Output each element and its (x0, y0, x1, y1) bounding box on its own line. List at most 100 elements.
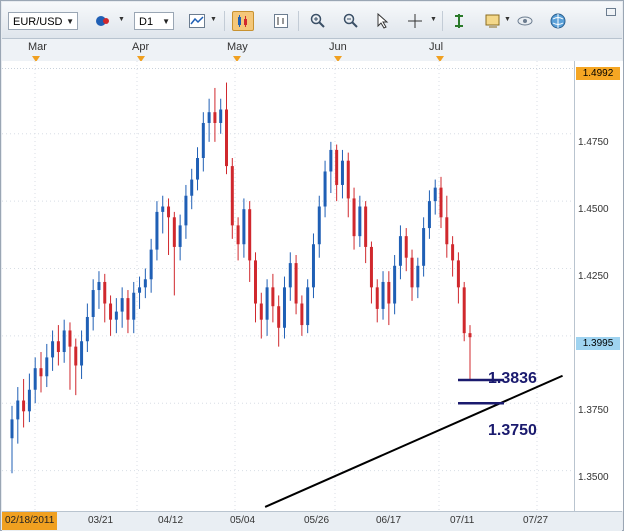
candle-body (277, 306, 281, 328)
candle-body (45, 357, 49, 377)
candle-body (225, 109, 229, 167)
candlestick-icon[interactable] (232, 11, 254, 31)
candle-body (416, 265, 420, 288)
month-label: Mar (28, 41, 47, 53)
candle-body (468, 333, 472, 338)
candle-body (439, 187, 443, 218)
toolbar-divider (442, 11, 443, 31)
candlestick-chart[interactable] (2, 61, 574, 511)
candle-body (369, 246, 373, 288)
symbol-select[interactable]: EUR/USD ▼ (8, 12, 78, 30)
view-icon[interactable] (514, 11, 536, 31)
candle-body (126, 298, 130, 320)
price-chart[interactable]: 1.3836 1.3750 (2, 61, 574, 511)
settings-icon[interactable] (92, 11, 114, 31)
timeframe-select[interactable]: D1 ▼ (134, 12, 174, 30)
candle-body (167, 206, 171, 218)
candle-body (184, 195, 188, 226)
candle-body (103, 281, 107, 304)
candle-body (138, 287, 142, 293)
candle-body (178, 225, 182, 247)
candle-body (329, 149, 333, 172)
candles (10, 82, 472, 474)
globe-icon[interactable] (547, 11, 569, 31)
chevron-down-icon[interactable]: ▼ (210, 16, 217, 23)
candle-body (236, 225, 240, 245)
candle-body (451, 244, 455, 261)
month-scale: Mar Apr May Jun Jul (2, 39, 622, 62)
candle-body (456, 260, 460, 288)
zoom-in-icon[interactable] (307, 11, 329, 31)
chevron-down-icon[interactable]: ▼ (430, 16, 437, 23)
candle-body (248, 209, 252, 261)
trendline (264, 374, 563, 508)
candle-body (340, 160, 344, 185)
date-label: 07/11 (450, 515, 475, 526)
date-label: 05/04 (230, 515, 256, 526)
candle-body (294, 263, 298, 304)
screenshot-icon[interactable] (482, 11, 504, 31)
price-label: 1.4500 (578, 204, 609, 215)
toolbar-divider (224, 11, 225, 31)
symbol-value: EUR/USD (13, 16, 63, 28)
candle-body (387, 281, 391, 304)
candle-body (207, 112, 211, 123)
candle-body (265, 287, 269, 320)
candle-body (56, 341, 60, 353)
date-axis[interactable]: 02/18/2011 03/21 04/12 05/04 05/26 06/17… (2, 511, 622, 531)
date-label: 05/26 (304, 515, 330, 526)
candle-body (190, 179, 194, 196)
chevron-down-icon[interactable]: ▼ (504, 16, 511, 23)
level-label-lower: 1.3750 (488, 422, 537, 439)
price-label: 1.3500 (578, 472, 609, 483)
bar-chart-icon[interactable] (270, 11, 292, 31)
price-axis[interactable]: 1.4992 1.4750 1.4500 1.4250 1.3995 1.375… (574, 61, 623, 511)
candle-body (27, 389, 31, 412)
chart-grid (2, 61, 574, 511)
crosshair-icon[interactable] (404, 11, 426, 31)
candle-body (91, 290, 95, 317)
candle-body (398, 236, 402, 266)
candle-body (242, 209, 246, 245)
month-marker (233, 56, 241, 62)
date-label: 03/21 (88, 515, 114, 526)
high-price-tag: 1.4992 (576, 67, 620, 80)
indicator-icon[interactable] (186, 11, 208, 31)
line-tool-icon[interactable] (448, 11, 470, 31)
month-marker (436, 56, 444, 62)
candle-body (201, 122, 205, 159)
candle-body (230, 166, 234, 226)
candle-body (51, 341, 55, 358)
candle-body (410, 257, 414, 288)
candle-body (253, 260, 257, 304)
candle-body (161, 206, 165, 212)
candle-body (335, 149, 339, 185)
candle-body (22, 400, 26, 412)
candle-body (149, 249, 153, 280)
candle-body (74, 346, 78, 366)
candle-body (358, 206, 362, 237)
candle-body (39, 368, 43, 377)
level-label-upper: 1.3836 (488, 370, 537, 387)
candle-body (427, 201, 431, 229)
current-price-tag: 1.3995 (576, 337, 620, 350)
toolbar-divider (298, 11, 299, 31)
candle-body (196, 158, 200, 180)
month-label: May (227, 41, 248, 53)
candle-body (352, 198, 356, 237)
cursor-icon[interactable] (372, 11, 394, 31)
candle-body (155, 211, 159, 250)
timeframe-value: D1 (139, 16, 154, 28)
candle-body (323, 171, 327, 207)
date-label: 04/12 (158, 515, 184, 526)
candle-body (62, 330, 66, 353)
candle-body (80, 341, 84, 366)
chevron-down-icon[interactable]: ▼ (118, 16, 125, 23)
zoom-out-icon[interactable] (340, 11, 362, 31)
candle-body (132, 292, 136, 320)
chevron-down-icon: ▼ (162, 17, 170, 26)
collapse-icon[interactable] (606, 8, 616, 16)
candle-body (114, 311, 118, 320)
candle-body (422, 228, 426, 266)
